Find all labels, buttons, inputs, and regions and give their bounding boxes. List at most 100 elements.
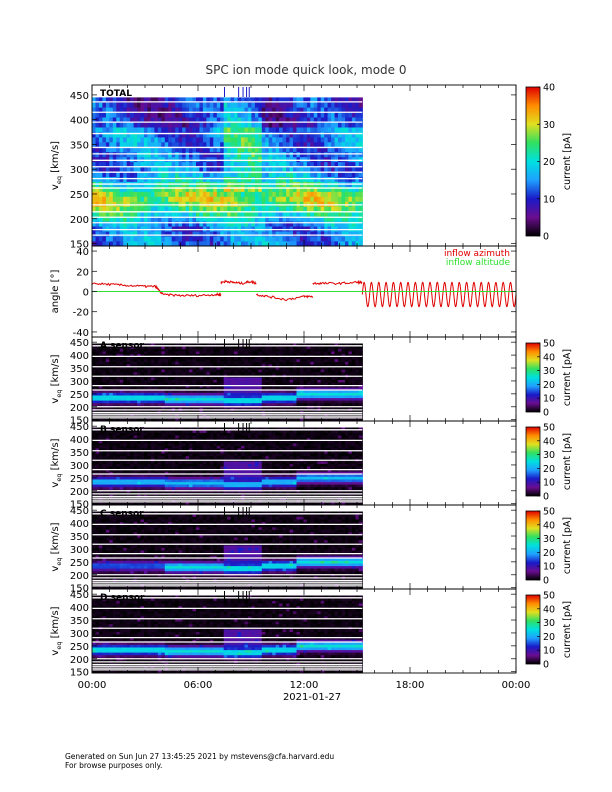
spectrogram-cell [317,211,322,217]
spectrogram-cell [358,361,363,365]
spectrogram-cell [265,364,270,367]
spectrogram-cell [109,166,114,172]
spectrogram-cell [296,112,301,118]
spectrogram-cell [299,351,304,355]
spectrogram-cell [289,102,294,108]
spectrogram-cell [351,382,356,386]
spectrogram-cell [175,186,180,192]
spectrogram-cell [161,216,166,222]
spectrogram-cell [282,112,287,118]
spectrogram-cell [112,384,117,388]
spectrogram-cell [216,402,221,406]
spectrogram-cell [130,146,135,153]
spectrogram-cell [209,122,214,128]
spectrogram-cell [293,418,298,422]
spectrogram-cell [265,361,270,365]
spectrogram-cell [351,377,356,380]
spectrogram-cell [286,400,291,404]
spectrogram-cell [296,379,301,383]
spectrogram-cell [126,132,131,138]
spectrogram-cell [144,356,149,360]
spectrogram-cell [144,146,149,153]
spectrogram-cell [119,201,124,207]
spectrogram-cell [348,206,353,212]
spectrogram-cell [92,371,97,375]
spectrogram-cell [227,107,232,113]
spectrogram-cell [334,201,339,207]
spectrogram-cell [133,369,138,373]
spectrogram-cell [324,201,329,207]
spectrogram-cell [334,132,339,138]
spectrogram-cell [251,186,256,192]
spectrogram-cell [327,351,332,355]
spectrogram-cell [171,171,176,177]
spectrogram-cell [268,156,273,163]
spectrogram-cell [320,97,325,103]
spectrogram-cell [317,382,322,386]
spectrogram-cell [150,366,155,370]
spectrogram-cell [341,97,346,103]
spectrogram-cell [161,142,166,148]
spectrogram-cell [227,418,232,422]
spectrogram-cell [313,418,318,422]
spectrogram-cell [199,397,204,401]
spectrogram-cell [185,191,190,197]
spectrogram-cell [327,418,332,422]
spectrogram-cell [230,418,235,422]
spectrogram-cell [144,196,149,202]
spectrogram-cell [348,356,353,360]
spectrogram-cell [168,221,173,227]
spectrogram-cell [324,122,329,128]
spectrogram-cell [154,221,159,227]
spectrogram-cell [227,397,232,401]
spectrogram-cell [140,348,145,352]
spectrogram-cell [282,241,287,247]
spectrogram-cell [154,369,159,373]
spectrogram-cell [92,231,97,237]
spectrogram-cell [320,241,325,247]
spectrogram-cell [105,161,110,168]
spectrogram-cell [206,392,211,396]
colorbar-tick-label: 40 [543,83,555,94]
spectrogram-cell [164,400,169,404]
spectrogram-cell [358,379,363,383]
spectrogram-cell [178,346,183,349]
spectrogram-cell [92,107,97,113]
spectrogram-cell [282,196,287,202]
spectrogram-cell [192,400,197,404]
spectrogram-cell [144,107,149,113]
spectrogram-cell [296,226,301,232]
spectrogram-cell [196,379,201,383]
spectrogram-cell [140,379,145,383]
spectrogram-cell [189,186,194,192]
spectrogram-cell [293,211,298,217]
spectrogram-cell [237,382,242,386]
spectrogram-cell [272,161,277,168]
spectrogram-cell [116,171,121,177]
spectrogram-cell [338,221,343,227]
spectrogram-cell [189,390,194,393]
spectrogram-cell [213,397,218,401]
spectrogram-cell [296,359,301,362]
spectrogram-cell [126,171,131,177]
spectrogram-cell [185,397,190,401]
spectrogram-cell [268,359,273,362]
spectrogram-cell [345,191,350,197]
spectrogram-image [92,97,363,247]
spectrogram-cell [310,400,315,404]
spectrogram-cell [199,366,204,370]
spectrogram-cell [175,161,180,168]
spectrogram-cell [254,142,259,148]
spectrogram-cell [230,361,235,365]
spectrogram-cell [327,151,332,158]
spectrogram-cell [306,112,311,118]
spectrogram-cell [293,122,298,128]
spectrogram-cell [116,356,121,360]
spectrogram-cell [254,377,259,380]
spectrogram-cell [254,364,259,367]
spectrogram-cell [296,127,301,133]
spectrogram-cell [175,231,180,237]
spectrogram-cell [140,377,145,380]
spectrogram-cell [178,361,183,365]
spectrogram-cell [306,359,311,362]
